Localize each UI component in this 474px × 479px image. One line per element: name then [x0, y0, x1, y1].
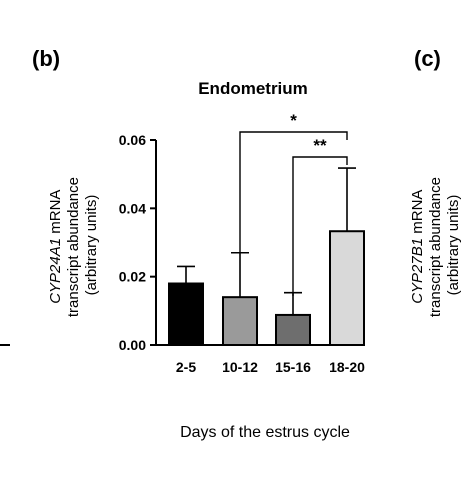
- significance-label: **: [313, 136, 327, 155]
- y-tick-label: 0.00: [119, 337, 146, 353]
- bar-10-12: [222, 296, 258, 346]
- chart-title: Endometrium: [198, 79, 308, 98]
- panel-c-y-axis-label-line3: (arbitrary units): [445, 195, 462, 296]
- bar-15-16: [275, 313, 311, 346]
- panel-c-y-axis-label-line2: transcript abundance: [427, 177, 444, 317]
- y-tick-label: 0.02: [119, 269, 146, 285]
- y-axis-label-line1: mRNA: [47, 190, 64, 238]
- x-tick-label: 2-5: [176, 359, 196, 375]
- panel-c-y-axis-label-line1: mRNA: [409, 190, 426, 238]
- y-axis-label-line3: (arbitrary units): [83, 195, 100, 296]
- y-axis-label: CYP24A1 mRNA transcript abundance (arbit…: [47, 173, 100, 317]
- x-axis-label: Days of the estrus cycle: [180, 424, 350, 441]
- significance-label: *: [290, 111, 297, 130]
- panel-label-b: (b): [32, 46, 60, 71]
- bar-18-20: [329, 230, 365, 347]
- y-tick-label: 0.06: [119, 132, 146, 148]
- significance-bracket: [292, 156, 348, 296]
- x-tick-label: 15-16: [275, 359, 311, 375]
- plot-area: 0.000.020.040.062-5 10-12 15-16 18-20***: [119, 111, 365, 375]
- significance-bracket: [239, 131, 348, 252]
- y-axis-label-line2: transcript abundance: [65, 177, 82, 317]
- panel-c-y-axis-gene: CYP27B1: [409, 238, 426, 304]
- panel-c-y-axis-label: CYP27B1 mRNA transcript abundance (arbit…: [409, 173, 462, 317]
- y-tick-label: 0.04: [119, 200, 146, 216]
- panel-label-c: (c): [414, 46, 441, 71]
- x-tick-label: 10-12: [222, 359, 258, 375]
- y-axis-gene: CYP24A1: [47, 238, 64, 304]
- x-tick-label: 18-20: [329, 359, 365, 375]
- bar-2-5: [168, 282, 204, 346]
